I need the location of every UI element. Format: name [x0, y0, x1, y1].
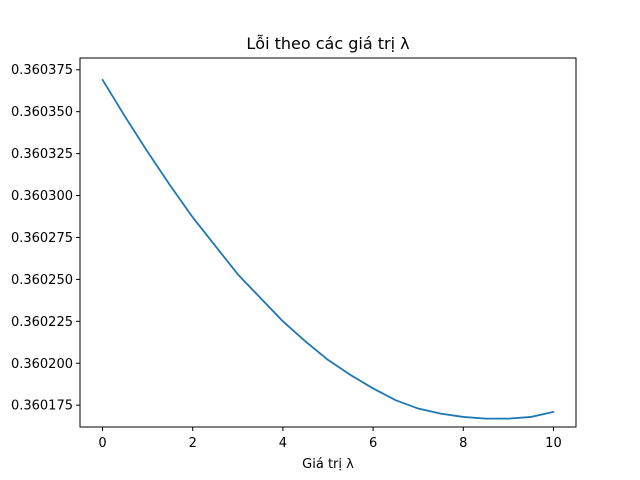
y-tick-label: 0.360275	[11, 231, 73, 246]
y-tick-label: 0.360175	[11, 399, 73, 414]
y-tick-label: 0.360300	[11, 189, 73, 204]
y-axis-ticks: 0.360175 0.360200 0.360225 0.360250 0.360275…	[11, 63, 80, 414]
x-tick-label: 8	[459, 436, 467, 451]
axes-frame	[79, 57, 577, 428]
y-tick-label: 0.360350	[11, 105, 73, 120]
x-axis-label: Giá trị λ	[302, 457, 354, 472]
y-tick-label: 0.360325	[11, 147, 73, 162]
series-line	[101, 78, 555, 420]
x-axis-ticks: 0 2 4 6 8 10	[98, 427, 562, 451]
chart-title: Lỗi theo các giá trị λ	[246, 34, 409, 53]
x-tick-label: 4	[279, 436, 287, 451]
x-tick-label: 10	[545, 436, 562, 451]
y-tick-label: 0.360200	[11, 357, 73, 372]
x-tick-label: 2	[189, 436, 197, 451]
y-tick-label: 0.360225	[11, 315, 73, 330]
y-tick-label: 0.360250	[11, 273, 73, 288]
plot-area	[101, 78, 555, 420]
x-tick-label: 6	[369, 436, 377, 451]
y-tick-label: 0.360375	[11, 63, 73, 78]
x-tick-label: 0	[98, 436, 106, 451]
